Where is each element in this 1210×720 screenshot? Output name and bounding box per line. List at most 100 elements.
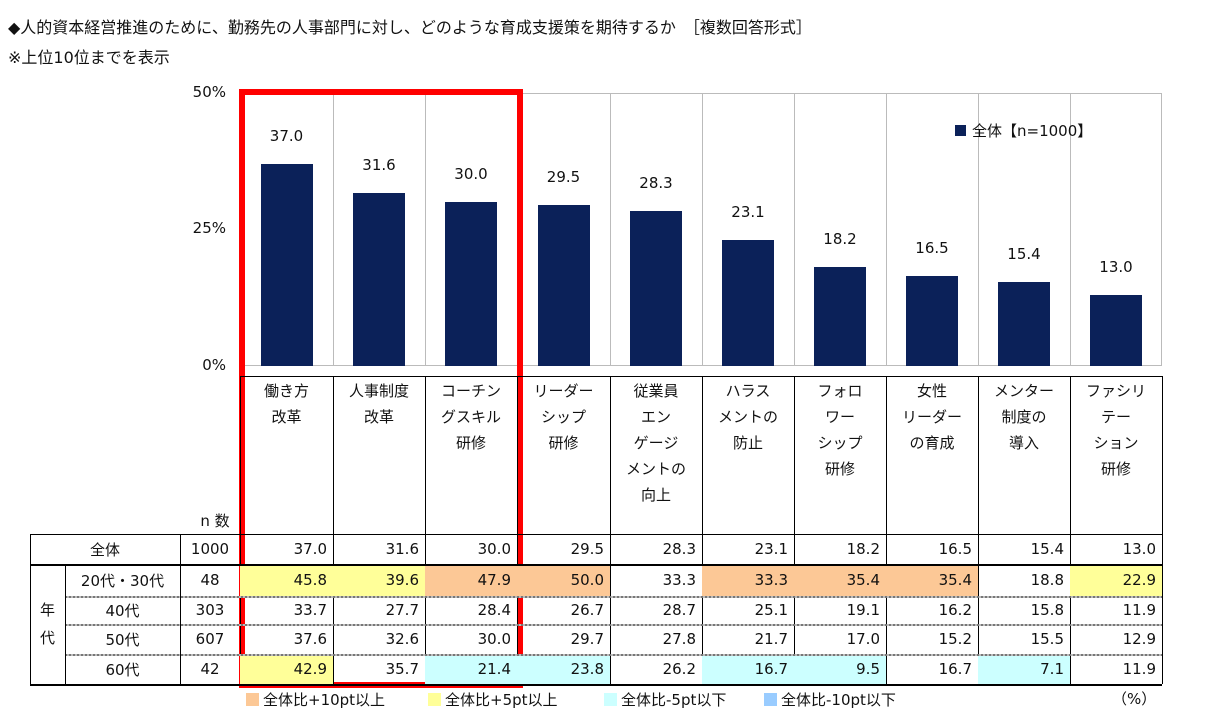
bar <box>537 204 590 366</box>
y-tick-label: 25% <box>192 219 226 237</box>
column-divider <box>610 94 611 365</box>
row-label: 20代・30代 <box>80 571 165 590</box>
category-label: リーダー シップ 研修 <box>533 382 594 452</box>
table-cell: 33.3 <box>702 564 794 596</box>
grid-line <box>240 376 241 684</box>
grid-line <box>610 376 611 684</box>
grid-line <box>65 654 1162 656</box>
y-tick-label: 0% <box>202 356 226 374</box>
table-cell: 15.4 <box>1030 540 1064 558</box>
bar-value-label: 28.3 <box>639 174 673 193</box>
grid-line <box>65 624 1162 626</box>
table-cell: 28.3 <box>662 540 696 558</box>
bar-value-label: 18.2 <box>823 229 857 248</box>
grid-line <box>240 376 1162 377</box>
grid-line <box>1070 376 1071 684</box>
table-cell: 17.0 <box>846 630 880 648</box>
row-label: 全体 <box>89 540 120 559</box>
bar <box>1090 295 1142 366</box>
table-cell: 26.7 <box>570 601 604 619</box>
category-label: 働き方 改革 <box>263 382 309 426</box>
grid-line <box>978 376 979 684</box>
table-cell: 18.8 <box>1030 571 1064 589</box>
table-cell: 11.9 <box>1122 660 1156 678</box>
category-label: 従業員 エン ゲージ メントの 向上 <box>625 382 686 504</box>
legend-key: 全体比+5pt以上 <box>428 689 558 710</box>
legend-key-label: 全体比+5pt以上 <box>445 691 558 709</box>
bar <box>445 202 497 366</box>
table-cell: 21.7 <box>754 630 788 648</box>
table-cell: 9.5 <box>794 654 886 684</box>
legend-swatch <box>604 693 617 706</box>
category-label: ハラス メントの 防止 <box>717 382 778 452</box>
bar <box>630 211 682 366</box>
table-cell: 35.4 <box>794 564 886 596</box>
table-cell: 27.7 <box>385 601 419 619</box>
table-cell: 16.7 <box>938 660 972 678</box>
column-divider <box>978 94 979 365</box>
grid-line <box>30 684 1162 686</box>
legend-swatch <box>955 125 966 136</box>
table-cell: 32.6 <box>385 630 419 648</box>
bar <box>260 163 313 366</box>
table-cell: 30.0 <box>477 540 511 558</box>
legend-swatch <box>428 693 441 706</box>
table-cell: 35.7 <box>385 660 419 678</box>
table-cell: 26.2 <box>662 660 696 678</box>
n-value: 607 <box>195 630 225 648</box>
category-label: フォロ ワー シップ 研修 <box>817 382 863 478</box>
category-label: ファシリ テー ション 研修 <box>1085 382 1146 478</box>
n-value: 303 <box>195 601 225 619</box>
legend-key-label: 全体比-5pt以下 <box>621 691 727 709</box>
n-value: 48 <box>200 571 220 589</box>
row-label: 60代 <box>105 660 140 679</box>
table-cell: 15.5 <box>1030 630 1064 648</box>
n-value: 1000 <box>190 540 230 558</box>
legend-label: 全体【n=1000】 <box>972 122 1093 140</box>
n-header: n 数 <box>200 511 230 530</box>
table-cell: 16.7 <box>702 654 794 684</box>
unit-label: （%） <box>1112 690 1157 708</box>
table-cell: 30.0 <box>477 630 511 648</box>
legend-key: 全体比+10pt以上 <box>246 689 385 710</box>
category-label: 女性 リーダー の育成 <box>901 382 962 452</box>
legend: 全体【n=1000】 <box>955 120 1092 141</box>
column-divider <box>425 94 426 365</box>
bar-value-label: 30.0 <box>454 165 488 184</box>
column-divider <box>702 94 703 365</box>
y-tick-label: 50% <box>192 83 226 101</box>
table-cell: 29.7 <box>570 630 604 648</box>
bar <box>722 239 774 366</box>
column-divider <box>1070 94 1071 365</box>
grid-line <box>517 376 518 684</box>
grid-line <box>30 534 1162 535</box>
table-cell: 11.9 <box>1122 601 1156 619</box>
legend-key-label: 全体比-10pt以下 <box>781 691 896 709</box>
table-cell: 37.6 <box>293 630 327 648</box>
grid-line <box>1162 376 1163 684</box>
bar-value-label: 29.5 <box>546 167 581 186</box>
legend-key: 全体比-10pt以下 <box>764 689 896 710</box>
grid-line <box>702 376 703 684</box>
grid-line <box>65 564 66 684</box>
table-cell: 28.4 <box>477 601 511 619</box>
bar <box>906 275 958 366</box>
grid-line <box>333 376 334 684</box>
bar-value-label: 15.4 <box>1007 244 1041 263</box>
column-divider <box>333 94 334 365</box>
table-cell: 35.4 <box>886 564 978 596</box>
row-label: 40代 <box>105 601 140 620</box>
table-cell: 7.1 <box>978 654 1070 684</box>
plot-area: 37.0 31.6 30.0 29.5 28.3 23.1 18.2 16.5 15.4 13.0 <box>240 93 1162 366</box>
table-cell: 21.4 <box>425 654 517 684</box>
legend-swatch <box>246 693 259 706</box>
bar <box>814 266 866 366</box>
table-cell: 47.9 <box>425 564 517 596</box>
table-cell: 37.0 <box>293 540 327 558</box>
column-divider <box>794 94 795 365</box>
table-cell: 50.0 <box>517 564 610 596</box>
table-cell: 12.9 <box>1122 630 1156 648</box>
table-cell: 27.8 <box>662 630 696 648</box>
table-cell: 15.8 <box>1030 601 1064 619</box>
